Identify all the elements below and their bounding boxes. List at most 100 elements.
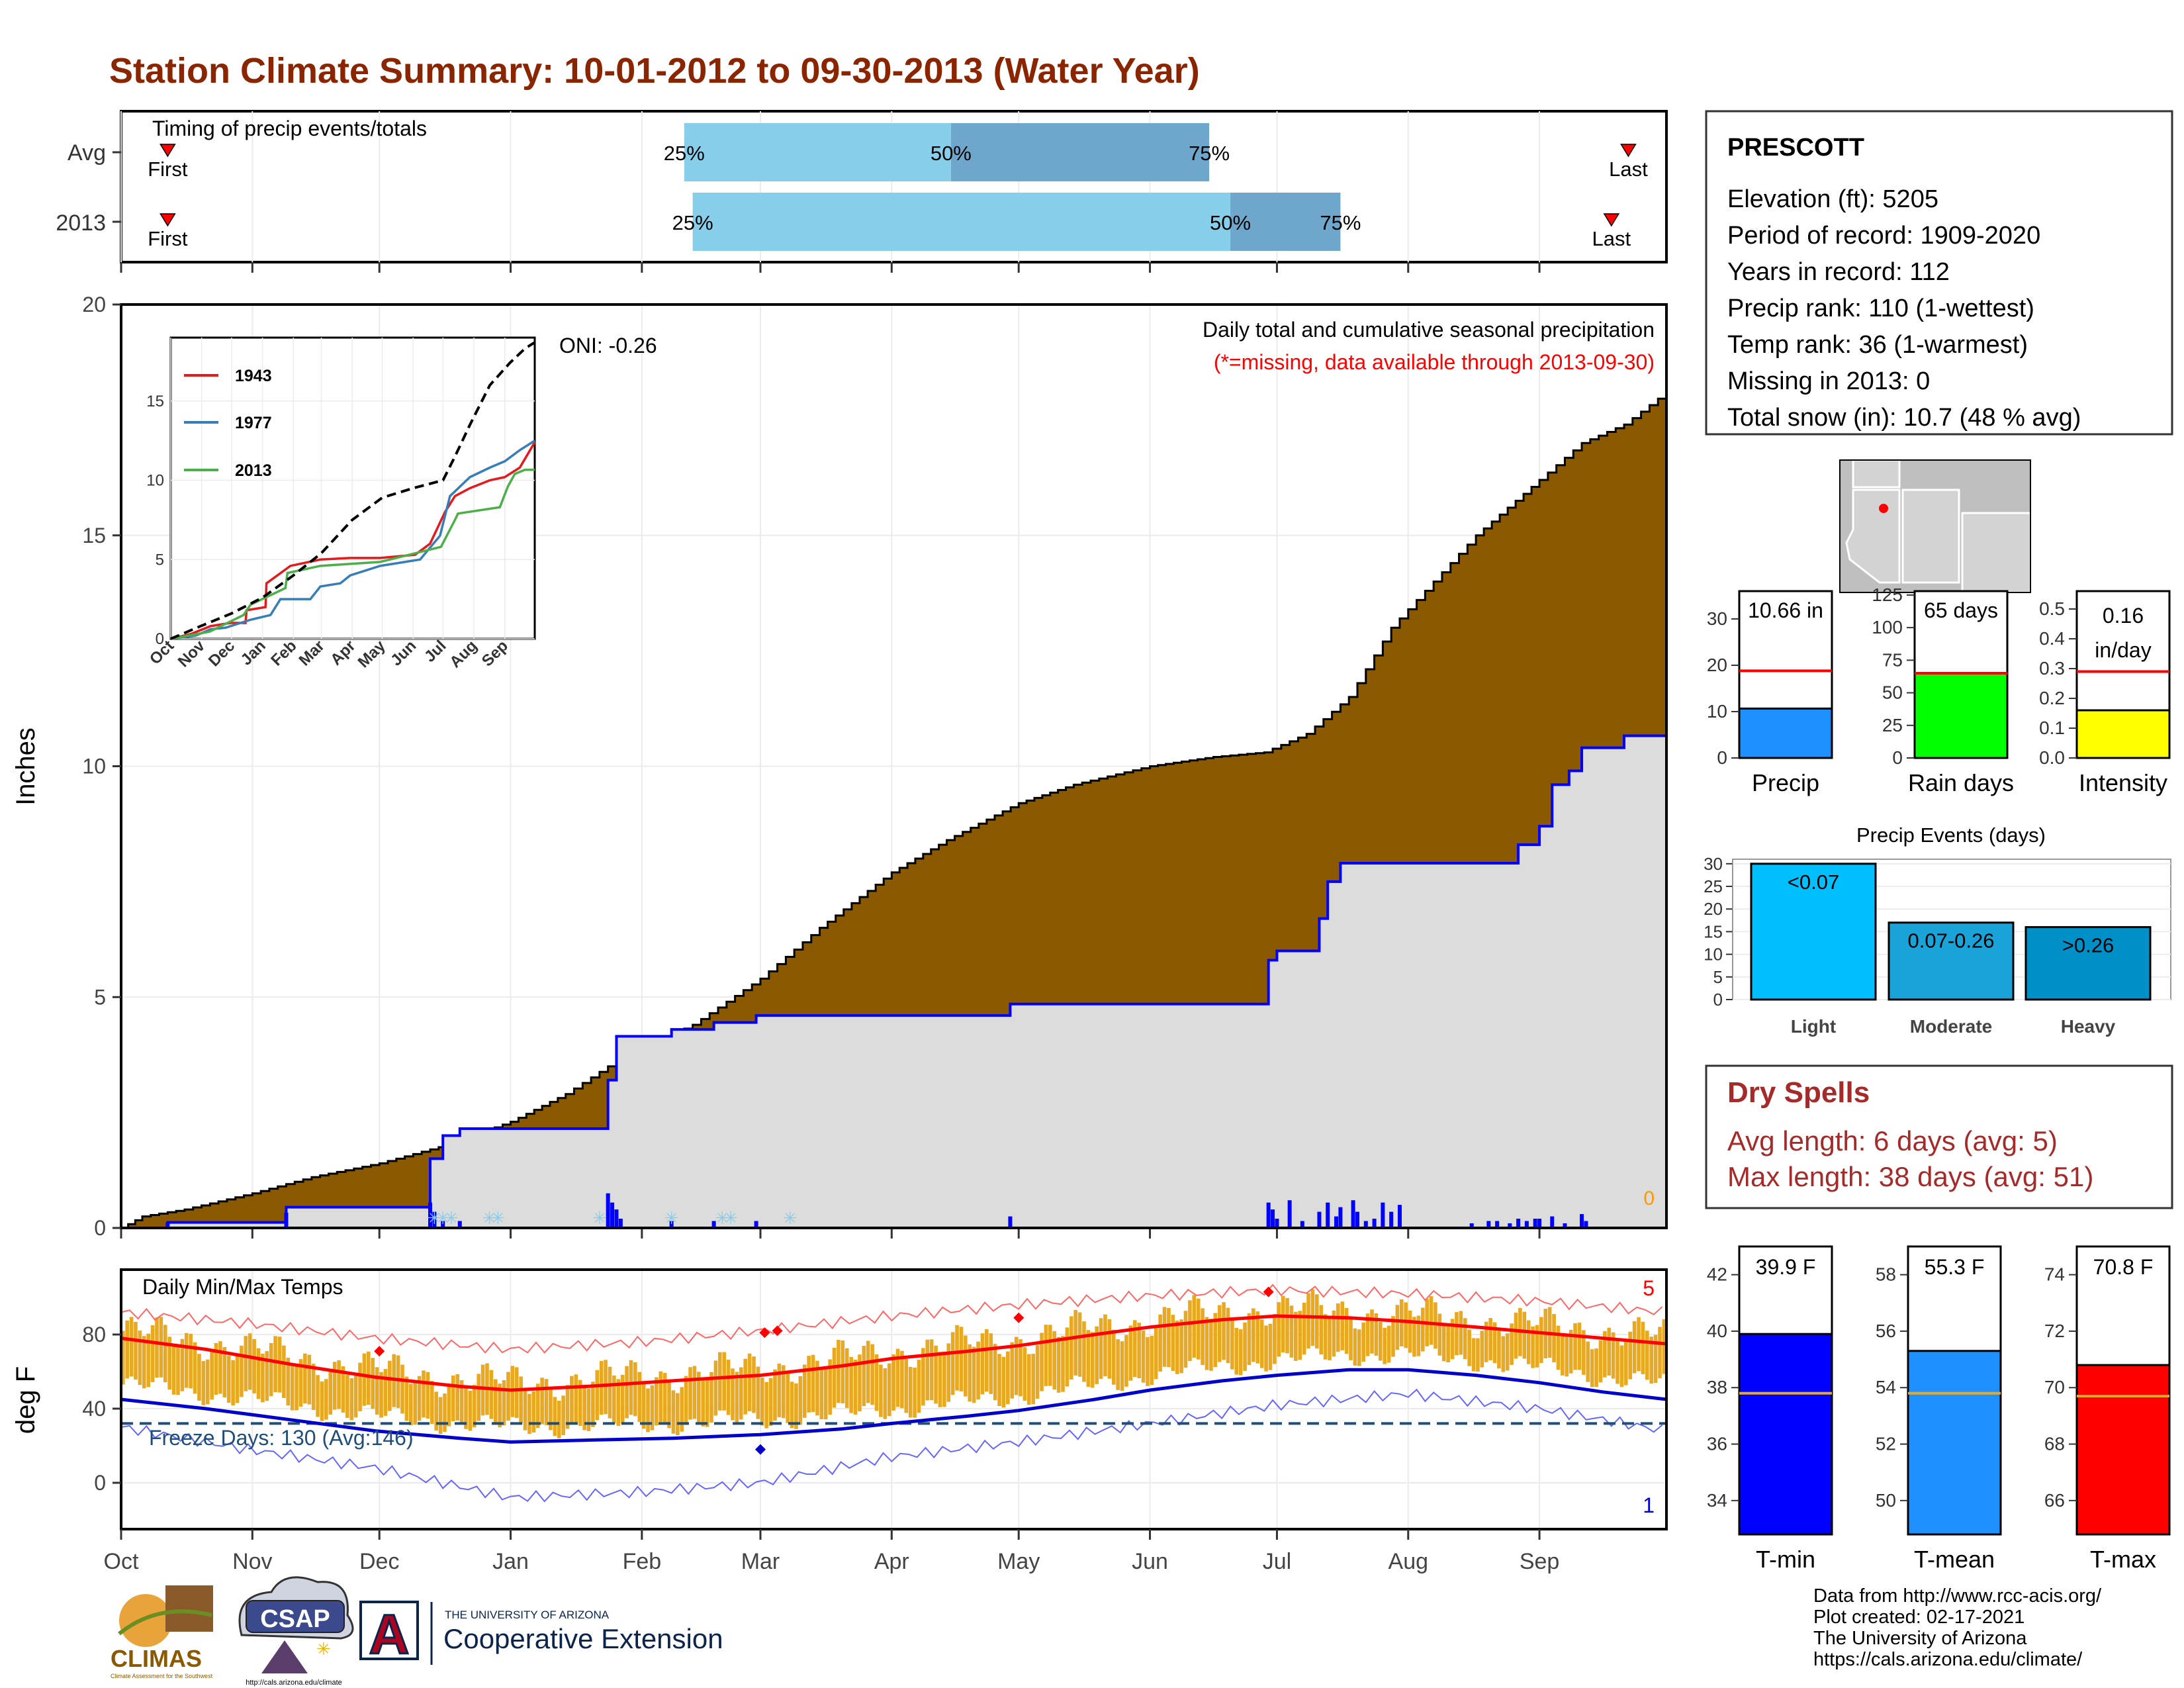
- month-label: Dec: [359, 1549, 399, 1574]
- daily-temp-range-bar: [862, 1346, 866, 1407]
- daily-temp-range-bar: [1205, 1317, 1209, 1370]
- daily-temp-range-bar: [353, 1373, 358, 1418]
- temp-count-top: 5: [1643, 1276, 1655, 1300]
- first-label: First: [148, 158, 188, 181]
- daily-temp-range-bar: [819, 1367, 824, 1420]
- daily-temp-range-bar: [684, 1376, 688, 1425]
- daily-temp-range-bar: [1459, 1311, 1463, 1355]
- daily-precip-bar: [1469, 1223, 1474, 1228]
- daily-precip-bar: [1008, 1216, 1013, 1228]
- daily-temp-range-bar: [265, 1351, 269, 1401]
- daily-temp-range-bar: [480, 1364, 485, 1416]
- month-label: Jun: [1132, 1549, 1168, 1574]
- temp-ytick-label: 40: [82, 1397, 106, 1421]
- map-state-arizona: [1845, 489, 1901, 584]
- daily-temp-range-bar: [1069, 1316, 1073, 1380]
- credit-line-university: The University of Arizona: [1813, 1628, 2027, 1649]
- daily-temp-range-bar: [1349, 1319, 1353, 1360]
- daily-temp-range-bar: [184, 1333, 189, 1388]
- daily-temp-range-bar: [786, 1373, 790, 1423]
- dry-spells-avg: Avg length: 6 days (avg: 5): [1727, 1125, 2058, 1156]
- daily-temp-range-bar: [1404, 1302, 1408, 1348]
- snow-icon: ✳: [723, 1208, 738, 1228]
- daily-temp-range-bar: [1497, 1331, 1501, 1369]
- month-label: Apr: [874, 1549, 909, 1574]
- daily-temp-range-bar: [858, 1354, 862, 1412]
- daily-temp-range-bar: [142, 1336, 146, 1389]
- daily-temp-range-bar: [917, 1360, 921, 1413]
- daily-temp-range-bar: [248, 1333, 252, 1390]
- dry-spells-frame: [1705, 1064, 2173, 1209]
- station-line-temp-rank: Temp rank: 36 (1-warmest): [1727, 331, 2028, 359]
- daily-temp-range-bar: [574, 1374, 578, 1423]
- event-bar: [1750, 863, 1877, 1001]
- first-label: First: [148, 227, 188, 250]
- daily-temp-range-bar: [968, 1344, 972, 1402]
- daily-temp-range-bar: [1056, 1336, 1061, 1393]
- station-location-marker: [1879, 504, 1888, 513]
- daily-precip-bar: [1486, 1221, 1491, 1228]
- credit-line-created: Plot created: 02-17-2021: [1813, 1607, 2025, 1628]
- daily-temp-range-bar: [950, 1332, 955, 1395]
- daily-precip-bar: [1550, 1216, 1555, 1228]
- gauge-ytick-label: 42: [1707, 1264, 1727, 1285]
- daily-temp-range-bar: [1259, 1319, 1264, 1368]
- daily-precip-bar: [1584, 1221, 1588, 1228]
- record-high-marker: [772, 1325, 783, 1336]
- daily-temp-range-bar: [756, 1366, 760, 1419]
- daily-temp-range-bar: [349, 1378, 354, 1421]
- daily-temp-range-bar: [1501, 1336, 1506, 1372]
- timing-label-75: 75%: [1320, 211, 1361, 234]
- precip-ytick-label: 15: [82, 524, 106, 547]
- daily-temp-range-bar: [163, 1325, 167, 1383]
- daily-precip-bar: [1397, 1205, 1402, 1228]
- daily-temp-range-bar: [1273, 1314, 1277, 1364]
- daily-temp-range-bar: [404, 1376, 409, 1421]
- inset-average-line: [170, 341, 536, 640]
- daily-temp-range-bar: [874, 1354, 879, 1411]
- daily-temp-range-bar: [409, 1383, 413, 1426]
- gauge-xlabel: Rain days: [1908, 769, 2014, 796]
- daily-temp-range-bar: [1387, 1325, 1391, 1363]
- daily-temp-range-bar: [1137, 1323, 1141, 1379]
- daily-temp-range-bar: [531, 1391, 536, 1433]
- daily-temp-range-bar: [925, 1339, 930, 1401]
- month-label: Jan: [492, 1549, 529, 1574]
- map-state-new-mexico: [1901, 489, 1960, 584]
- ua-shield-icon: [359, 1601, 419, 1660]
- daily-temp-range-bar: [383, 1369, 388, 1416]
- daily-temp-range-bar: [1306, 1293, 1310, 1349]
- daily-temp-range-bar: [1268, 1323, 1273, 1370]
- daily-temp-range-bar: [1522, 1311, 1527, 1359]
- daily-temp-range-bar: [1010, 1342, 1015, 1399]
- daily-temp-range-bar: [1023, 1347, 1027, 1401]
- daily-precip-bar: [610, 1202, 615, 1228]
- daily-temp-range-bar: [286, 1358, 291, 1406]
- gauge-ytick-label: 50: [1876, 1490, 1896, 1511]
- daily-temp-range-bar: [866, 1340, 870, 1403]
- daily-temp-range-bar: [1044, 1325, 1048, 1386]
- event-category-label: Moderate: [1910, 1016, 1992, 1037]
- daily-temp-range-bar: [1637, 1317, 1641, 1372]
- observed-precip-area: [121, 735, 1666, 1228]
- tmean-gauge: 50 52 54 56 58 55.3 F T-mean: [1876, 1245, 2002, 1573]
- timing-label-25: 25%: [664, 142, 705, 165]
- daily-temp-range-bar: [726, 1359, 731, 1415]
- daily-temp-range-bar: [680, 1387, 684, 1432]
- daily-temp-range-bar: [1014, 1336, 1019, 1395]
- daily-temp-range-bar: [946, 1343, 951, 1402]
- daily-temp-range-bar: [519, 1376, 523, 1424]
- temp-ytick-label: 0: [94, 1471, 106, 1495]
- daily-temp-range-bar: [514, 1367, 519, 1419]
- daily-temp-range-bar: [1365, 1313, 1370, 1356]
- csap-url: http://cals.arizona.edu/climate: [246, 1679, 342, 1687]
- raindays-gauge: 0 25 50 75 100 125 65 days Rain days: [1872, 585, 2014, 796]
- events-ytick-label: 30: [1704, 854, 1723, 874]
- daily-temp-range-bar: [218, 1341, 222, 1394]
- daily-temp-range-bar: [637, 1372, 642, 1423]
- gauge-ytick-label: 30: [1707, 608, 1727, 629]
- daily-temp-range-bar: [1073, 1309, 1077, 1376]
- daily-temp-range-bar: [298, 1359, 303, 1407]
- timing-row-label-avg: Avg: [68, 140, 106, 165]
- daily-temp-range-bar: [646, 1388, 650, 1432]
